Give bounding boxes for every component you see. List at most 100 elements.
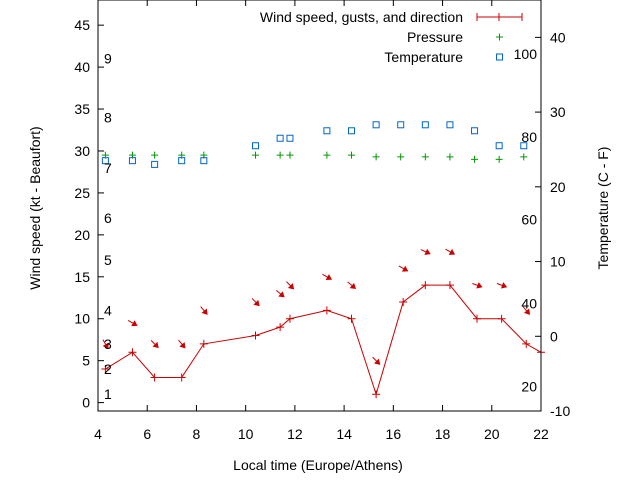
pressure-point: [372, 153, 380, 161]
wind-speed-point: [473, 314, 482, 323]
temperature-point: [372, 121, 380, 129]
temperature-point: [495, 142, 503, 150]
wind-speed-point: [199, 339, 208, 348]
x-tick-label: 18: [435, 426, 451, 442]
y-left-tick-label: 15: [74, 269, 90, 285]
wind-direction-arrow: [251, 298, 260, 307]
pressure-point: [471, 155, 479, 163]
temperature-point: [520, 142, 528, 150]
beaufort-label: 6: [104, 210, 112, 226]
y-left-tick-label: 35: [74, 101, 90, 117]
beaufort-label: 9: [104, 51, 112, 67]
y-left-tick-label: 10: [74, 311, 90, 327]
legend-wind-sample: [476, 13, 523, 21]
temperature-point: [178, 157, 186, 165]
x-tick-label: 4: [94, 426, 102, 442]
y-left-tick-label: 30: [74, 143, 90, 159]
temperature-point: [200, 157, 208, 165]
wind-direction-arrow: [522, 306, 531, 315]
wind-speed-point: [347, 314, 356, 323]
temperature-point: [471, 127, 479, 135]
temperature-point: [101, 157, 109, 165]
pressure-point: [520, 153, 528, 161]
temperature-point: [286, 134, 294, 142]
legend-pressure-label: Pressure: [407, 29, 463, 45]
wind-direction-arrow: [445, 248, 456, 255]
wind-speed-point: [101, 365, 110, 374]
y-right-tick-label: 30: [550, 104, 566, 120]
temperature-point: [151, 160, 159, 168]
legend-temperature-marker: [496, 53, 503, 61]
wind-direction-arrow: [102, 339, 109, 350]
wind-speed-point: [445, 281, 454, 290]
pressure-point: [286, 151, 294, 159]
pressure-point: [276, 151, 284, 159]
wind-direction-arrow: [127, 319, 138, 327]
x-tick-label: 16: [386, 426, 402, 442]
pressure-point: [151, 151, 159, 159]
legend-temperature-sample: [496, 53, 503, 61]
fahrenheit-label: 80: [521, 129, 537, 145]
legend-wind-marker: [495, 13, 503, 21]
x-tick-label: 10: [238, 426, 254, 442]
fahrenheit-label: 40: [521, 295, 537, 311]
legend: Wind speed, gusts, and direction Pressur…: [260, 9, 523, 65]
wind-direction-arrow: [322, 273, 333, 280]
wind-direction-arrow: [200, 306, 208, 315]
wind-direction-arrow: [472, 282, 483, 289]
series-layer: [101, 121, 545, 399]
temperature-point: [323, 127, 331, 135]
wind-speed-point: [251, 331, 260, 340]
legend-wind-label: Wind speed, gusts, and direction: [260, 9, 463, 25]
wind-direction-arrow: [150, 340, 159, 349]
wind-speed-point: [399, 297, 408, 306]
wind-direction-arrow: [286, 281, 295, 290]
wind-speed-point: [372, 390, 381, 399]
fahrenheit-label: 100: [514, 46, 538, 62]
temperature-point: [347, 127, 355, 135]
wind-speed-point: [322, 306, 331, 315]
wind-direction-arrow: [420, 248, 431, 255]
temperature-point: [421, 121, 429, 129]
temperature-point: [128, 157, 136, 165]
wind-direction-arrow: [372, 356, 381, 365]
wind-speed-point: [177, 373, 186, 382]
beaufort-label: 5: [104, 252, 112, 268]
wind-speed-point: [421, 281, 430, 290]
x-axis-label: Local time (Europe/Athens): [233, 457, 403, 473]
x-tick-label: 8: [193, 426, 201, 442]
pressure-point: [252, 151, 260, 159]
wind-speed-point: [128, 348, 137, 357]
y-right-tick-label: 0: [550, 328, 558, 344]
beaufort-label: 4: [104, 302, 112, 318]
y-right-tick-label: -10: [550, 403, 570, 419]
y-left-tick-label: 5: [82, 353, 90, 369]
x-tick-label: 20: [484, 426, 500, 442]
pressure-point: [397, 153, 405, 161]
plot-frame: [97, 0, 542, 412]
wind-direction-arrow: [347, 281, 357, 290]
legend-pressure-sample: [496, 33, 503, 41]
temperature-point: [446, 121, 454, 129]
temperature-point: [276, 134, 284, 142]
x-tick-label: 14: [336, 426, 352, 442]
y-left-tick-label: 45: [74, 17, 90, 33]
x-tick-label: 22: [533, 426, 549, 442]
wind-speed-point: [276, 323, 285, 332]
beaufort-label: 8: [104, 109, 112, 125]
y-left-tick-label: 20: [74, 227, 90, 243]
wind-direction-arrow: [178, 339, 186, 349]
fahrenheit-label: 20: [521, 378, 537, 394]
fahrenheit-label: 60: [521, 212, 537, 228]
temperature-point: [397, 121, 405, 129]
pressure-point: [421, 153, 429, 161]
beaufort-label: 2: [104, 361, 112, 377]
beaufort-label: 1: [104, 386, 112, 402]
y-right-tick-label: 20: [550, 179, 566, 195]
wind-direction-arrow: [398, 265, 409, 272]
wind-speed-line: [105, 284, 542, 396]
pressure-point: [323, 151, 331, 159]
axes: 4 6 8 10 12 14 16 18 20 22051015202530354045-1001…: [74, 0, 570, 442]
legend-temperature-label: Temperature: [384, 49, 463, 65]
